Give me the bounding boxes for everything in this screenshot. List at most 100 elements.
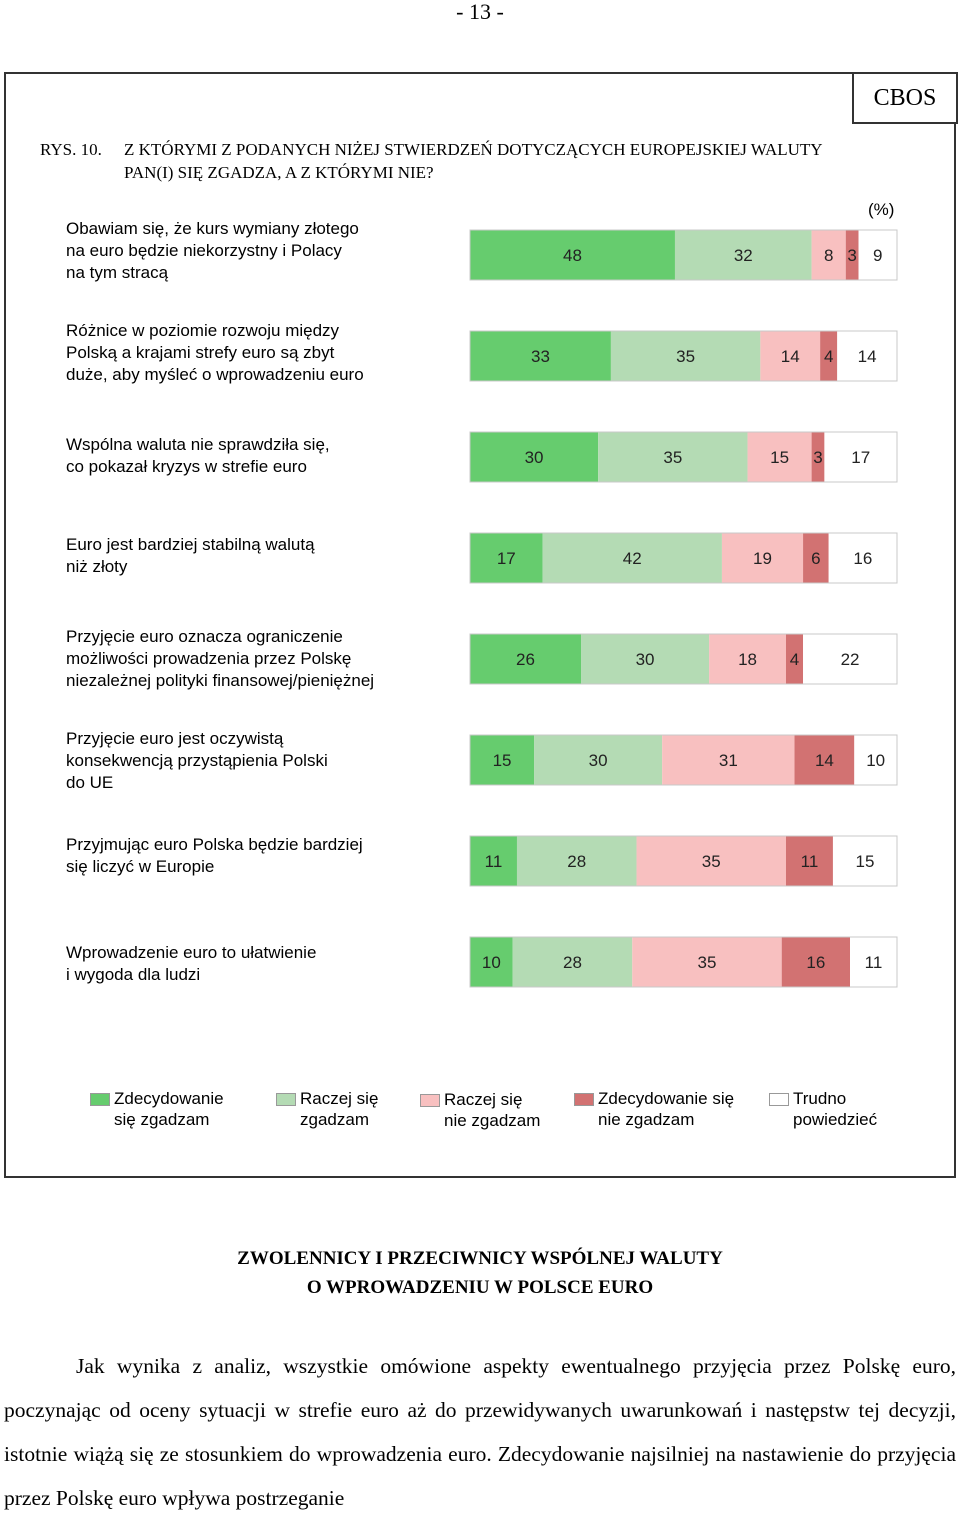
legend-swatch <box>276 1093 296 1106</box>
body-paragraph: Jak wynika z analiz, wszystkie omówione … <box>4 1354 956 1510</box>
data-label: 4 <box>824 347 833 366</box>
legend-item: Trudno powiedzieć <box>769 1088 877 1130</box>
data-label: 15 <box>856 852 875 871</box>
bar-outline <box>469 532 898 584</box>
bar-segment <box>721 533 804 583</box>
bar-segment <box>542 533 722 583</box>
bar-outline <box>469 936 898 988</box>
section-heading-line-2: O WPROWADZENIU W POLSCE EURO <box>306 1277 654 1298</box>
data-label: 9 <box>873 246 882 265</box>
data-label: 32 <box>734 246 753 265</box>
legend-label: Raczej się zgadzam <box>300 1089 379 1129</box>
section-heading: ZWOLENNICY I PRZECIWNICY WSPÓLNEJ WALUTY… <box>0 1244 960 1302</box>
bar-segment <box>662 735 795 785</box>
bar-segment <box>598 432 748 482</box>
category-label: Obawiam się, że kurs wymiany złotego na … <box>66 219 359 282</box>
data-label: 28 <box>563 953 582 972</box>
bar-segment <box>760 331 821 381</box>
legend-label: Raczej się nie zgadzam <box>444 1090 541 1130</box>
data-label: 35 <box>698 953 717 972</box>
legend-item: Zdecydowanie się zgadzam <box>90 1088 224 1130</box>
bar-segment <box>516 836 637 886</box>
legend-swatch <box>769 1093 789 1106</box>
category-label: Euro jest bardziej stabilną walutą niż z… <box>66 535 315 576</box>
data-label: 22 <box>841 650 860 669</box>
bar-segment <box>470 533 543 583</box>
data-label: 16 <box>853 549 872 568</box>
bar-segment <box>850 937 897 987</box>
data-label: 26 <box>516 650 535 669</box>
data-label: 16 <box>806 953 825 972</box>
bar-segment <box>470 937 513 987</box>
data-label: 15 <box>770 448 789 467</box>
bar-segment <box>470 331 611 381</box>
unit-label: (%) <box>868 200 895 219</box>
data-label: 14 <box>858 347 877 366</box>
bar-segment <box>534 735 663 785</box>
bar-segment <box>785 836 833 886</box>
category-label: Przyjęcie euro oznacza ograniczenie możl… <box>66 627 375 690</box>
bar-segment <box>470 735 535 785</box>
data-label: 15 <box>493 751 512 770</box>
data-label: 11 <box>865 953 883 972</box>
data-label: 30 <box>589 751 608 770</box>
bar-segment <box>828 533 897 583</box>
bar-segment <box>832 836 897 886</box>
data-label: 35 <box>702 852 721 871</box>
bar-segment <box>820 331 838 381</box>
section-heading-line-1: ZWOLENNICY I PRZECIWNICY WSPÓLNEJ WALUTY <box>237 1248 723 1269</box>
data-label: 10 <box>482 953 501 972</box>
bar-segment <box>470 634 582 684</box>
bar-segment <box>785 634 804 684</box>
legend-item: Raczej się nie zgadzam <box>420 1089 540 1131</box>
bar-segment <box>610 331 761 381</box>
bar-segment <box>512 937 633 987</box>
bar-segment <box>858 230 897 280</box>
bar-segment <box>854 735 897 785</box>
category-label: Przyjęcie euro jest oczywistą konsekwenc… <box>66 729 328 792</box>
data-label: 19 <box>753 549 772 568</box>
data-label: 30 <box>636 650 655 669</box>
data-label: 48 <box>563 246 582 265</box>
figure-number: RYS. 10. <box>40 140 102 159</box>
data-label: 10 <box>866 751 885 770</box>
bar-outline <box>469 229 898 281</box>
bar-segment <box>824 432 897 482</box>
bar-segment <box>581 634 710 684</box>
figure-frame <box>4 72 956 1178</box>
bar-segment <box>470 432 599 482</box>
figure-title-block: RYS. 10. Z KTÓRYMI Z PODANYCH NIŻEJ STWIE… <box>40 138 860 184</box>
legend-item: Zdecydowanie się nie zgadzam <box>574 1088 734 1130</box>
data-label: 35 <box>663 448 682 467</box>
bar-segment <box>632 937 782 987</box>
bar-segment <box>470 230 675 280</box>
data-label: 42 <box>623 549 642 568</box>
bar-segment <box>845 230 859 280</box>
bar-segment <box>747 432 812 482</box>
page-number: - 13 - <box>456 0 504 24</box>
data-label: 3 <box>847 246 856 265</box>
legend-swatch <box>90 1093 110 1106</box>
bar-segment <box>803 634 897 684</box>
legend-label: Zdecydowanie się zgadzam <box>114 1089 224 1129</box>
bar-segment <box>470 836 517 886</box>
bar-outline <box>469 633 898 685</box>
bar-outline <box>469 330 898 382</box>
data-label: 14 <box>815 751 834 770</box>
bar-outline <box>469 835 898 887</box>
data-label: 35 <box>676 347 695 366</box>
data-label: 33 <box>531 347 550 366</box>
data-label: 30 <box>525 448 544 467</box>
data-label: 31 <box>719 751 738 770</box>
bar-segment <box>837 331 897 381</box>
data-label: 11 <box>801 852 819 871</box>
bar-segment <box>811 230 846 280</box>
category-label: Wspólna waluta nie sprawdziła się, co po… <box>66 435 330 476</box>
legend-swatch <box>420 1094 440 1107</box>
data-label: 8 <box>824 246 833 265</box>
legend-swatch <box>574 1093 594 1106</box>
data-label: 17 <box>497 549 516 568</box>
bar-segment <box>636 836 786 886</box>
figure-title: Z KTÓRYMI Z PODANYCH NIŻEJ STWIERDZEŃ DO… <box>124 140 822 182</box>
